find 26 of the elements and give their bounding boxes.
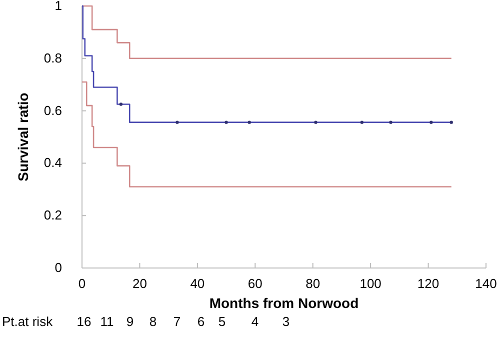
x-tick-label: 120 [417,276,440,291]
text: 4 [251,314,259,329]
y-axis-title: Survival ratio [15,92,31,182]
text: 8 [149,314,157,329]
y-tick-label: 0.2 [44,208,62,223]
text: Pt.at risk [2,314,54,329]
y-tick-label: 0.6 [44,102,62,118]
text: 5 [218,314,226,329]
y-tick-label: 0 [54,260,62,275]
text: 9 [126,314,134,329]
text: 7 [173,314,181,329]
x-axis-title: Months from Norwood [209,295,359,311]
x-tick-label: 80 [306,276,320,291]
text: 11 [100,314,114,329]
x-tick-label: 0 [78,276,86,291]
x-tick-label: 20 [132,276,147,291]
x-tick-label: 40 [190,276,205,291]
y-tick-label: 1 [54,0,62,13]
text: 16 [76,314,92,329]
y-tick-label: 0.4 [44,155,62,170]
text: 3 [282,314,290,329]
y-tick-label: 0.8 [44,50,62,66]
x-tick-label: 140 [475,276,497,291]
x-tick-label: 60 [248,276,262,291]
x-tick-label: 100 [360,276,382,291]
text: 6 [197,314,205,329]
